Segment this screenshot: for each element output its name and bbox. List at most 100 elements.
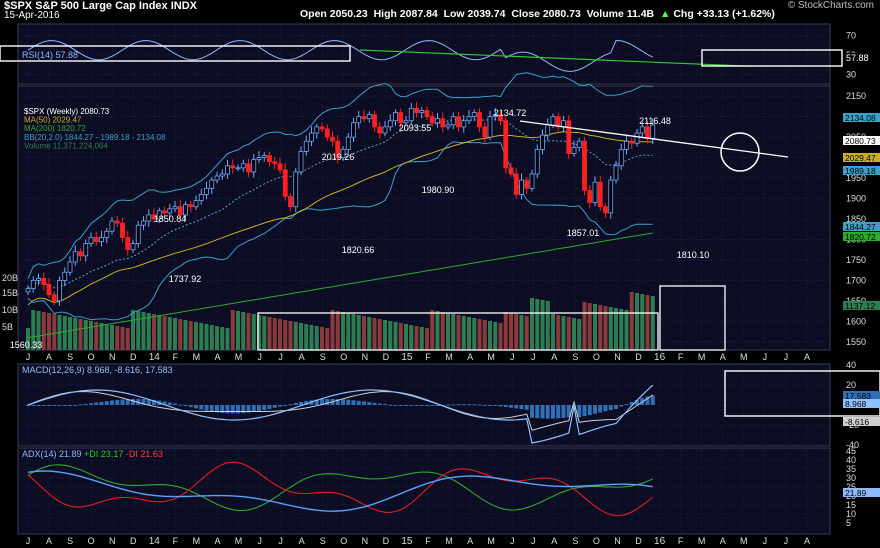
candle-body <box>335 140 341 158</box>
candle-body <box>51 294 57 302</box>
candle-body <box>151 214 157 220</box>
macd-histogram-bar <box>215 405 219 413</box>
x-tick-label: A <box>299 536 305 546</box>
x-tick-label: A <box>214 536 220 546</box>
macd-histogram-bar <box>246 405 251 413</box>
candle-body <box>603 206 608 214</box>
open-value: Open 2050.23 <box>300 8 368 20</box>
adx-tick-label: 40 <box>846 455 856 465</box>
x-tick-label: O <box>593 352 600 362</box>
rsi-panel <box>17 23 831 85</box>
candle-body <box>356 116 362 124</box>
volume-bar <box>236 311 240 350</box>
candle-body <box>529 173 535 189</box>
candle-body <box>282 169 288 197</box>
x-tick-label: A <box>299 352 305 362</box>
x-tick-label: S <box>67 536 73 546</box>
candle-body <box>324 128 330 138</box>
volume-bar <box>503 312 508 350</box>
rsi-value-tag <box>843 53 880 63</box>
candle-body <box>566 120 572 154</box>
macd-histogram-bar <box>430 405 435 406</box>
candle-body <box>235 167 241 170</box>
volume-bar <box>83 320 88 350</box>
candle-body <box>597 181 603 208</box>
x-tick-label: O <box>340 352 347 362</box>
x-tick-label: 15 <box>401 536 413 547</box>
volume-bar <box>488 321 492 350</box>
adx-tick-label: 10 <box>846 509 856 519</box>
macd-histogram-bar <box>524 405 529 410</box>
volume-bar <box>246 313 251 350</box>
adx-value-label: 21.89 <box>845 488 867 498</box>
volume-bar <box>341 312 345 350</box>
macd-histogram-bar <box>398 405 403 406</box>
volume-bar <box>225 328 230 350</box>
volume-bar <box>47 313 51 350</box>
x-tick-label: S <box>572 352 578 362</box>
volume-bar <box>451 314 456 350</box>
candle-body <box>57 280 62 302</box>
candle-body <box>477 112 482 128</box>
volume-bar <box>351 314 356 350</box>
volume-bar <box>577 319 582 350</box>
candle-body <box>293 171 299 208</box>
macd-histogram-bar <box>540 405 545 419</box>
price-value-label: 1844.27 <box>845 222 876 232</box>
volume-bar <box>78 319 83 350</box>
volume-bar <box>89 321 93 350</box>
macd-histogram-bar <box>461 404 466 406</box>
x-tick-label: F <box>173 352 179 362</box>
candle-body <box>576 140 582 148</box>
volume-bar <box>524 316 529 350</box>
volume-bar <box>162 316 167 350</box>
volume-bar <box>115 326 120 350</box>
macd-histogram-bar <box>325 398 330 405</box>
macd-histogram-bar <box>503 405 508 408</box>
candle-body <box>639 126 645 134</box>
macd-histogram-bar <box>293 402 298 405</box>
symbol-title: $SPX S&P 500 Large Cap Index INDX <box>4 0 197 20</box>
volume-bar <box>335 311 340 350</box>
x-tick-label: J <box>278 352 283 362</box>
x-tick-label: D <box>383 352 390 362</box>
x-tick-label: A <box>720 536 726 546</box>
x-tick-label: J <box>510 352 515 362</box>
price-value-label: 2134.08 <box>845 113 876 123</box>
volume-bar <box>194 322 198 350</box>
volume-value: Volume 11.4B <box>586 8 655 20</box>
x-tick-label: J <box>784 536 789 546</box>
x-tick-label: D <box>635 352 642 362</box>
candle-body <box>125 237 131 251</box>
macd-histogram-bar <box>409 405 414 406</box>
candle-body <box>214 175 220 181</box>
candle-body <box>183 204 188 216</box>
macd-histogram-bar <box>320 399 324 405</box>
price-annotation: 2093.55 <box>399 123 432 133</box>
macd-histogram-bar <box>26 405 30 406</box>
macd-histogram-bar <box>614 405 618 409</box>
price-value-label: 2080.73 <box>845 136 876 146</box>
x-tick-label: O <box>340 536 347 546</box>
volume-bar <box>146 313 151 350</box>
volume-bar <box>94 322 99 350</box>
macd-histogram-bar <box>419 405 424 406</box>
volume-bar <box>257 315 261 350</box>
price-annotation: 1560.33 <box>10 340 43 350</box>
macd-histogram-bar <box>167 402 172 405</box>
x-tick-label: A <box>46 536 52 546</box>
macd-histogram-bar <box>488 405 492 406</box>
x-tick-label: A <box>467 536 473 546</box>
macd-histogram-bar <box>83 403 88 405</box>
candle-body <box>492 114 498 118</box>
macd-histogram-bar <box>152 399 156 405</box>
x-tick-label: J <box>510 536 515 546</box>
candle-body <box>555 116 561 128</box>
candle-body <box>267 155 272 163</box>
macd-histogram-bar <box>388 404 393 406</box>
candle-body <box>561 120 566 128</box>
x-tick-label: N <box>109 352 116 362</box>
candle-body <box>393 112 398 122</box>
candle-body <box>251 159 257 173</box>
volume-highlight-box <box>659 285 726 351</box>
